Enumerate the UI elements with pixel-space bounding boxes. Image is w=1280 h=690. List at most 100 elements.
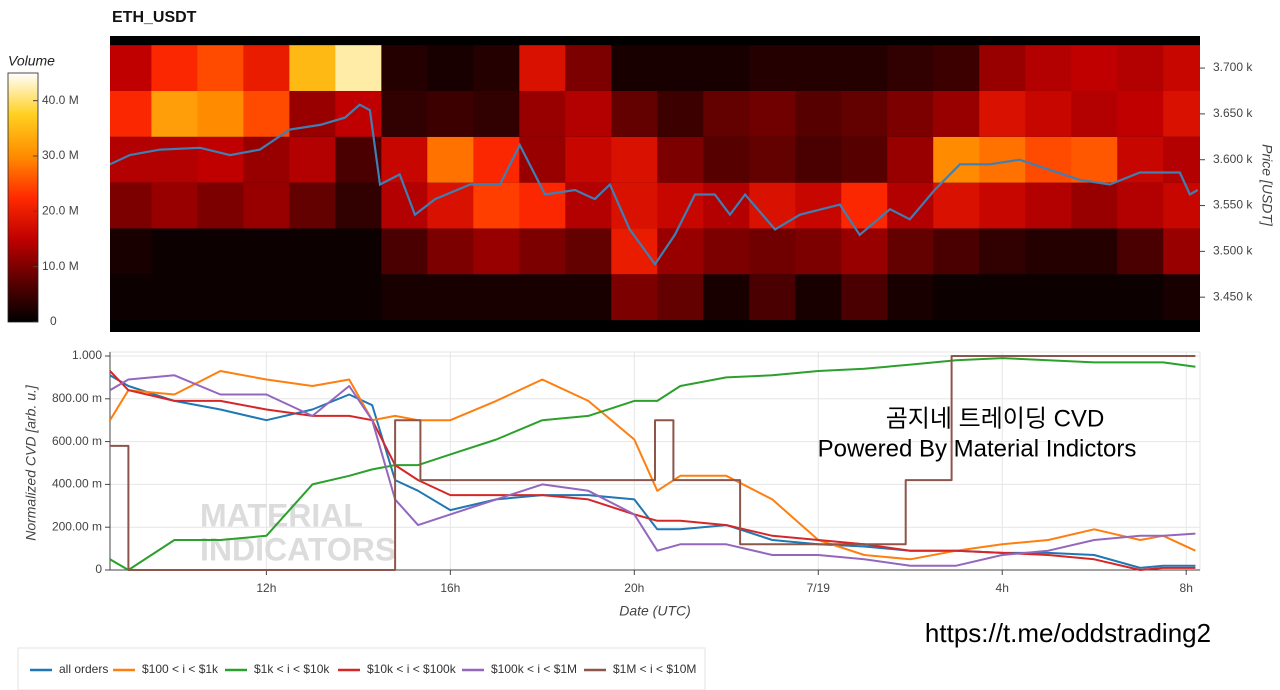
heatmap-cell bbox=[795, 45, 842, 91]
heatmap-cell bbox=[979, 90, 1026, 137]
legend-label: $10k < i < $100k bbox=[367, 662, 457, 676]
heatmap-cell bbox=[611, 90, 658, 137]
legend-label: $1k < i < $10k bbox=[254, 662, 330, 676]
heatmap-cell bbox=[703, 228, 750, 275]
chart-title: ETH_USDT bbox=[112, 9, 197, 26]
colorbar bbox=[7, 72, 39, 323]
heatmap-cell bbox=[1117, 90, 1164, 137]
heatmap-cell bbox=[1025, 90, 1072, 137]
heatmap-cell bbox=[335, 228, 382, 275]
heatmap-cell bbox=[289, 274, 336, 321]
x-tick-label: 4h bbox=[996, 581, 1009, 595]
heatmap-cell bbox=[335, 274, 382, 321]
heatmap-cell bbox=[887, 182, 934, 229]
heatmap-cell bbox=[151, 274, 198, 321]
x-tick-label: 7/19 bbox=[807, 581, 831, 595]
heatmap-cell bbox=[243, 90, 290, 137]
heatmap-cell bbox=[933, 228, 980, 275]
heatmap-cell bbox=[243, 136, 290, 183]
heatmap-cell bbox=[1163, 90, 1200, 137]
heatmap-cell bbox=[197, 228, 244, 275]
heatmap-cell bbox=[1025, 274, 1072, 321]
x-tick-label: 20h bbox=[624, 581, 644, 595]
heatmap-cell bbox=[381, 45, 428, 91]
heatmap-cell bbox=[151, 90, 198, 137]
heatmap-cell bbox=[1117, 136, 1164, 183]
heatmap-cell bbox=[519, 90, 566, 137]
heatmap-cell bbox=[473, 228, 520, 275]
heatmap-cell bbox=[151, 228, 198, 275]
heatmap-cell bbox=[519, 228, 566, 275]
heatmap-cell bbox=[473, 182, 520, 229]
heatmap-cell bbox=[473, 45, 520, 91]
heatmap-cell bbox=[243, 45, 290, 91]
heatmap-cell bbox=[473, 274, 520, 321]
y-tick-label: 3.450 k bbox=[1213, 289, 1253, 303]
heatmap-cell bbox=[1117, 45, 1164, 91]
colorbar-tick-label: 40.0 M bbox=[42, 93, 79, 107]
heatmap-cell bbox=[565, 136, 612, 183]
heatmap-cell bbox=[887, 274, 934, 321]
heatmap-cell bbox=[657, 182, 704, 229]
heatmap-cell bbox=[1071, 136, 1118, 183]
y-tick-label: 3.650 k bbox=[1213, 106, 1253, 120]
x-tick-label: 8h bbox=[1180, 581, 1193, 595]
heatmap-cell bbox=[243, 182, 290, 229]
heatmap-cell bbox=[703, 90, 750, 137]
heatmap-cell bbox=[841, 228, 888, 275]
heatmap-cell bbox=[381, 228, 428, 275]
y-tick-label: 200.00 m bbox=[52, 519, 102, 533]
heatmap-cell bbox=[657, 228, 704, 275]
heatmap-cell bbox=[841, 45, 888, 91]
heatmap-cell bbox=[749, 90, 796, 137]
heatmap-cell bbox=[979, 228, 1026, 275]
heatmap-cell bbox=[565, 228, 612, 275]
colorbar-tick-label: 20.0 M bbox=[42, 204, 79, 218]
price-line bbox=[110, 103, 1199, 267]
heatmap-cell bbox=[427, 228, 474, 275]
heatmap-cell bbox=[110, 228, 152, 275]
heatmap-cell bbox=[841, 90, 888, 137]
heatmap-cell bbox=[151, 136, 198, 183]
heatmap-cell bbox=[519, 45, 566, 91]
heatmap-cell bbox=[887, 45, 934, 91]
heatmap-cell bbox=[611, 274, 658, 321]
heatmap-cell bbox=[703, 45, 750, 91]
heatmap-cell bbox=[565, 274, 612, 321]
heatmap-cell bbox=[657, 90, 704, 137]
heatmap-cell bbox=[795, 136, 842, 183]
heatmap-cell bbox=[197, 45, 244, 91]
heatmap-cell bbox=[933, 274, 980, 321]
series-line bbox=[110, 357, 1196, 571]
heatmap-cell bbox=[381, 136, 428, 183]
heatmap-cell bbox=[887, 90, 934, 137]
heatmap-cell bbox=[1163, 228, 1200, 275]
y-tick-label: 3.600 k bbox=[1213, 152, 1253, 166]
y-tick-label: 600.00 m bbox=[52, 434, 102, 448]
heatmap-cell bbox=[703, 182, 750, 229]
heatmap-cell bbox=[1025, 182, 1072, 229]
heatmap-cell bbox=[703, 274, 750, 321]
heatmap-cell bbox=[110, 45, 152, 91]
heatmap-cell bbox=[933, 45, 980, 91]
heatmap-cell bbox=[749, 228, 796, 275]
heatmap-cell bbox=[427, 45, 474, 91]
heatmap-cell bbox=[427, 182, 474, 229]
annotation: https://t.me/oddstrading2 bbox=[925, 618, 1211, 648]
heatmap-cell bbox=[1071, 45, 1118, 91]
legend-label: $100k < i < $1M bbox=[491, 662, 577, 676]
heatmap-cell bbox=[657, 45, 704, 91]
colorbar-tick-label: 30.0 M bbox=[42, 148, 79, 162]
heatmap-cell bbox=[243, 228, 290, 275]
legend-label: all orders bbox=[59, 662, 108, 676]
heatmap-cell bbox=[979, 182, 1026, 229]
heatmap-cell bbox=[519, 274, 566, 321]
heatmap-cell bbox=[1025, 45, 1072, 91]
y-axis-label: Normalized CVD [arb. u.] bbox=[23, 384, 39, 541]
heatmap-cell bbox=[887, 136, 934, 183]
heatmap-cell bbox=[110, 182, 152, 229]
heatmap-cell bbox=[979, 274, 1026, 321]
colorbar-tick-label: 10.0 M bbox=[42, 259, 79, 273]
watermark: INDICATORS bbox=[200, 531, 396, 567]
